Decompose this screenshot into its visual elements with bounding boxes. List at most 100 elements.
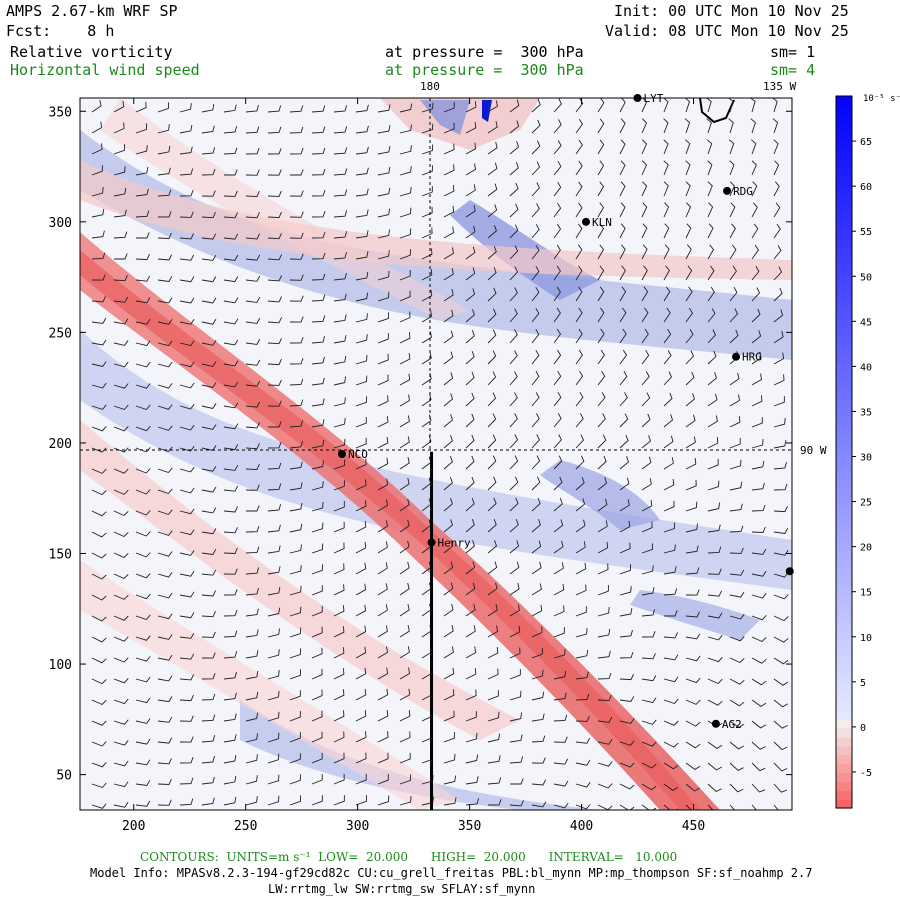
wind-barb <box>157 572 173 578</box>
wind-barb <box>509 690 522 701</box>
wind-barb <box>179 777 194 785</box>
wind-barb <box>377 208 391 218</box>
colorbar-label: 25 <box>860 498 872 509</box>
wind-barb <box>465 754 479 764</box>
wind-barb <box>267 148 282 155</box>
colorbar-swatch <box>836 113 852 124</box>
wind-barb <box>553 497 563 512</box>
wind-barb <box>751 783 766 793</box>
wind-barb <box>267 462 282 470</box>
wind-barb <box>377 541 388 554</box>
wind-barb <box>531 691 545 701</box>
station-dot <box>785 567 794 576</box>
wind-barb <box>443 102 455 113</box>
wind-barb <box>333 293 347 302</box>
wind-barb <box>487 413 497 428</box>
wind-barb <box>135 614 151 621</box>
wind-barb <box>575 181 583 197</box>
wind-barb <box>553 140 562 155</box>
wind-barb <box>91 186 104 197</box>
wind-barb <box>399 540 410 554</box>
wind-barb <box>91 489 107 496</box>
wind-barb <box>267 711 280 722</box>
wind-barb <box>751 351 762 365</box>
wind-barb <box>377 688 389 701</box>
wind-barb <box>509 413 518 428</box>
wind-barb <box>377 604 388 617</box>
wind-barb <box>685 223 692 239</box>
wind-barb <box>157 276 173 282</box>
wind-barb <box>685 202 692 218</box>
wind-barb <box>91 143 103 155</box>
wind-barb <box>135 447 151 453</box>
wind-barb <box>575 370 584 386</box>
wind-barb <box>245 650 259 659</box>
wind-barb <box>377 752 389 764</box>
wind-barb <box>685 611 701 618</box>
wind-barb <box>113 552 129 559</box>
wind-barb <box>487 455 497 470</box>
wind-barb <box>773 615 789 622</box>
wind-barb <box>246 505 260 512</box>
wind-barb <box>487 434 497 449</box>
wind-barb <box>619 477 630 491</box>
wind-barb <box>223 318 239 325</box>
wind-barb <box>575 519 586 533</box>
wind-barb <box>773 160 780 176</box>
wind-barb <box>311 710 323 722</box>
colorbar-swatch <box>836 452 852 462</box>
wind-barb <box>729 783 744 793</box>
wind-barb <box>685 720 701 727</box>
wind-barb <box>311 626 323 638</box>
wind-barb <box>773 636 789 643</box>
wind-barb <box>531 779 547 786</box>
wind-barb <box>597 477 608 491</box>
wind-barb <box>531 519 541 533</box>
wind-barb <box>663 139 669 155</box>
wind-barb <box>531 203 540 218</box>
wind-barb <box>575 476 585 491</box>
wind-barb <box>399 498 410 512</box>
wind-barb <box>707 762 722 771</box>
colorbar-swatch <box>836 211 852 222</box>
wind-barb <box>245 712 259 722</box>
wind-barb <box>421 435 432 449</box>
vorticity-field <box>80 98 792 810</box>
wind-barb <box>311 356 325 365</box>
wind-barb <box>223 190 238 197</box>
wind-barb <box>355 334 368 344</box>
wind-barb <box>157 675 173 682</box>
wind-barb <box>113 636 129 642</box>
wind-barb <box>685 783 700 792</box>
wind-barb <box>223 339 239 346</box>
colorbar-swatch <box>836 487 852 498</box>
wind-barb <box>773 594 789 600</box>
wind-barb <box>641 697 657 704</box>
wind-barb <box>707 244 715 260</box>
wind-barb <box>443 164 455 176</box>
wind-barb <box>553 244 561 260</box>
wind-barb <box>91 339 107 346</box>
wind-barb <box>201 103 215 113</box>
wind-barb <box>773 309 784 323</box>
wind-barb <box>113 698 129 705</box>
wind-barb <box>641 741 657 747</box>
x-axis-ticks: 200 250 300 350 400 450 <box>122 98 705 834</box>
wind-barb <box>179 319 195 325</box>
wind-barb <box>245 190 260 197</box>
wind-barb <box>179 736 194 743</box>
wind-barb <box>355 396 368 407</box>
wind-barb <box>333 773 345 785</box>
wind-barb <box>311 398 325 407</box>
station-dot <box>337 450 346 458</box>
wind-barb <box>553 476 563 491</box>
wind-barb <box>663 478 675 491</box>
wind-barb <box>597 650 611 659</box>
wind-barb <box>553 434 562 449</box>
x-tick-label: 400 <box>570 819 593 834</box>
wind-barb <box>355 625 367 638</box>
wind-barb <box>729 181 735 197</box>
wind-barb <box>663 676 679 683</box>
wind-barb <box>553 286 561 302</box>
wind-barb <box>751 223 759 239</box>
